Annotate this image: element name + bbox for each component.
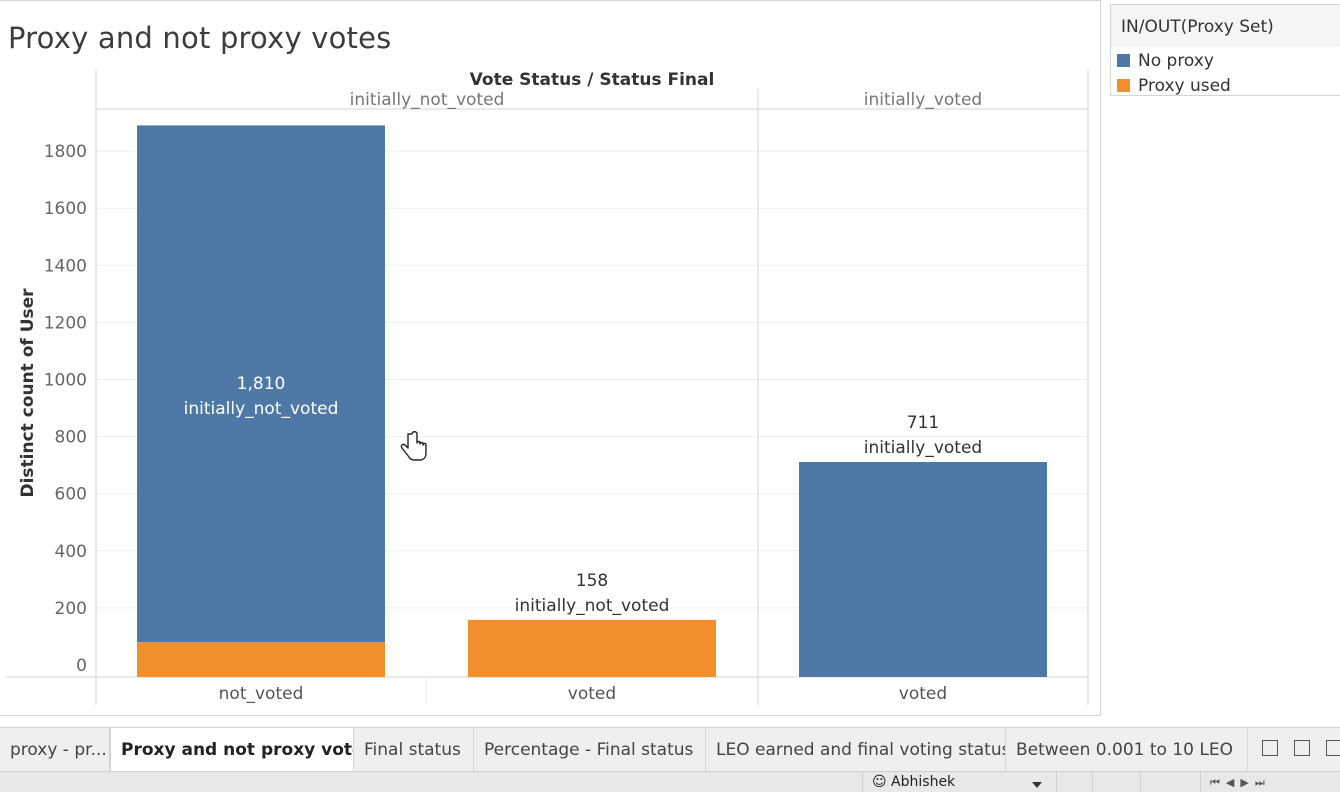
legend-swatch-no-proxy <box>1117 54 1130 67</box>
legend-item-no-proxy[interactable]: No proxy <box>1117 51 1214 73</box>
tab-proxy-pr[interactable]: proxy - pr... <box>0 728 110 772</box>
y-tick-label: 1600 <box>44 199 87 219</box>
legend-label: No proxy <box>1138 51 1214 71</box>
y-axis-label: Distinct count of User <box>18 288 38 498</box>
data-label-value: 1,810 <box>237 374 286 394</box>
y-tick-label: 400 <box>55 542 87 562</box>
bar-chart: Vote Status / Status Finalinitially_not_… <box>6 69 1089 705</box>
tab-proxy-and-not-proxy-votes[interactable]: Proxy and not proxy votes <box>110 728 354 772</box>
data-label-text: initially_not_voted <box>515 596 670 616</box>
column-header-title: Vote Status / Status Final <box>470 70 715 90</box>
bar-segment-no-proxy <box>799 462 1047 677</box>
new-dashboard-icon[interactable] <box>1294 740 1310 756</box>
tab-between-leo[interactable]: Between 0.001 to 10 LEO <box>1006 728 1248 772</box>
y-tick-label: 800 <box>55 428 87 448</box>
y-tick-label: 0 <box>76 656 87 676</box>
worksheet-view: Proxy and not proxy votes Vote Status / … <box>0 0 1101 716</box>
legend-title: IN/OUT(Proxy Set) <box>1121 17 1274 37</box>
statusbar-divider <box>1140 772 1141 792</box>
statusbar-divider <box>1200 772 1201 792</box>
data-label-value: 158 <box>576 571 608 591</box>
statusbar-divider <box>862 772 863 792</box>
tab-tools <box>1250 728 1340 772</box>
legend-item-proxy-used[interactable]: Proxy used <box>1117 76 1231 98</box>
data-label-text: initially_not_voted <box>184 399 339 419</box>
bar-segment-proxy-used <box>468 619 716 677</box>
legend-label: Proxy used <box>1138 76 1231 96</box>
sheet-tabs-bar: proxy - pr... Proxy and not proxy votes … <box>0 727 1340 772</box>
user-menu[interactable]: ☺ Abhishek <box>872 774 956 790</box>
x-tick-label: not_voted <box>219 684 304 704</box>
y-tick-label: 1800 <box>44 142 87 162</box>
tab-leo-earned[interactable]: LEO earned and final voting status <box>706 728 1006 772</box>
new-worksheet-icon[interactable] <box>1262 740 1278 756</box>
sheet-title: Proxy and not proxy votes <box>8 21 392 55</box>
data-label-text: initially_voted <box>864 438 982 458</box>
legend-header <box>1111 5 1340 47</box>
user-name: Abhishek <box>891 774 956 790</box>
bar-segment-no-proxy <box>137 125 385 643</box>
hand-pointer-icon <box>400 431 427 461</box>
status-bar: ☺ Abhishek ⏮◀▶⏭ <box>0 771 1340 792</box>
tab-final-status[interactable]: Final status <box>354 728 474 772</box>
color-legend[interactable]: IN/OUT(Proxy Set) No proxy Proxy used <box>1110 4 1340 96</box>
y-tick-label: 1000 <box>44 371 87 391</box>
x-tick-label: voted <box>568 684 616 704</box>
x-tick-label: voted <box>899 684 947 704</box>
tab-percentage-final-status[interactable]: Percentage - Final status <box>474 728 706 772</box>
y-tick-label: 200 <box>55 599 87 619</box>
chevron-down-icon[interactable] <box>1032 782 1042 788</box>
y-tick-label: 1200 <box>44 313 87 333</box>
legend-swatch-proxy-used <box>1117 79 1130 92</box>
bar-segment-proxy-used <box>137 642 385 677</box>
new-story-icon[interactable] <box>1326 740 1340 756</box>
y-tick-label: 1400 <box>44 256 87 276</box>
statusbar-divider <box>1056 772 1057 792</box>
pane-header: initially_not_voted <box>350 90 505 110</box>
sheet-navigation-icons[interactable]: ⏮◀▶⏭ <box>1210 776 1271 789</box>
pane-header: initially_voted <box>864 90 982 110</box>
data-label-value: 711 <box>907 413 939 433</box>
statusbar-divider <box>1092 772 1093 792</box>
y-tick-label: 600 <box>55 485 87 505</box>
